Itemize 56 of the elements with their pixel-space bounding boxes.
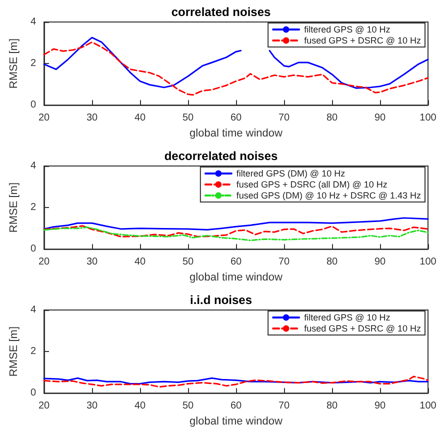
- legend-label: filtered GPS @ 10 Hz: [304, 312, 391, 322]
- legend-label: fused GPS + DSRC (all DM) @ 10 Hz: [236, 180, 388, 190]
- legend-label: filtered GPS @ 10 Hz: [304, 24, 391, 34]
- y-tick-label: 0: [30, 244, 36, 255]
- chart-title: correlated noises: [171, 5, 272, 19]
- x-tick-label: 90: [374, 400, 386, 412]
- x-tick-label: 80: [326, 400, 338, 412]
- x-tick-label: 70: [278, 400, 290, 412]
- legend-label: fused GPS (DM) @ 10 Hz + DSRC @ 1.43 Hz: [236, 190, 422, 200]
- x-tick-label: 60: [230, 112, 242, 124]
- x-tick-label: 100: [420, 400, 437, 412]
- x-tick-label: 70: [278, 256, 290, 268]
- x-tick-label: 20: [38, 112, 50, 124]
- x-tick-label: 100: [420, 112, 437, 124]
- line-series: [43, 226, 429, 242]
- x-tick-label: 20: [38, 400, 50, 412]
- y-axis-title: RMSE [m]: [8, 182, 20, 233]
- x-axis-title: global time window: [190, 272, 283, 284]
- x-tick-label: 90: [374, 256, 386, 268]
- x-tick-label: 50: [182, 112, 194, 124]
- line-series: [43, 225, 429, 238]
- x-tick-label: 30: [86, 256, 98, 268]
- chart-title: decorrelated noises: [164, 149, 278, 163]
- y-axis-title: RMSE [m]: [8, 326, 20, 377]
- y-axis-title: RMSE [m]: [8, 38, 20, 89]
- x-tick-label: 50: [182, 256, 194, 268]
- y-tick-label: 2: [30, 202, 36, 214]
- chart-title: i.i.d noises: [190, 293, 252, 307]
- x-tick-label: 60: [230, 256, 242, 268]
- y-tick-label: 2: [30, 58, 36, 70]
- x-tick-label: 80: [326, 112, 338, 124]
- legend-label: fused GPS + DSRC @ 10 Hz: [304, 324, 422, 334]
- x-tick-label: 40: [134, 400, 146, 412]
- y-tick-label: 0: [30, 100, 36, 111]
- y-tick-label: 4: [30, 304, 36, 316]
- x-tick-label: 40: [134, 256, 146, 268]
- x-tick-label: 40: [134, 112, 146, 124]
- line-series: [43, 217, 429, 231]
- x-tick-label: 30: [86, 400, 98, 412]
- x-axis-title: global time window: [190, 128, 283, 140]
- y-tick-label: 4: [30, 16, 36, 28]
- x-tick-label: 70: [278, 112, 290, 124]
- y-tick-label: 4: [30, 160, 36, 172]
- legend-label: filtered GPS (DM) @ 10 Hz: [236, 168, 346, 178]
- legend-label: fused GPS + DSRC @ 10 Hz: [304, 36, 422, 46]
- x-tick-label: 100: [420, 256, 437, 268]
- x-tick-label: 90: [374, 112, 386, 124]
- y-tick-label: 2: [30, 346, 36, 358]
- x-tick-label: 50: [182, 400, 194, 412]
- x-tick-label: 30: [86, 112, 98, 124]
- x-tick-label: 60: [230, 400, 242, 412]
- y-tick-label: 0: [30, 388, 36, 399]
- x-tick-label: 20: [38, 256, 50, 268]
- x-axis-title: global time window: [190, 416, 283, 428]
- line-series: [43, 376, 429, 388]
- x-tick-label: 80: [326, 256, 338, 268]
